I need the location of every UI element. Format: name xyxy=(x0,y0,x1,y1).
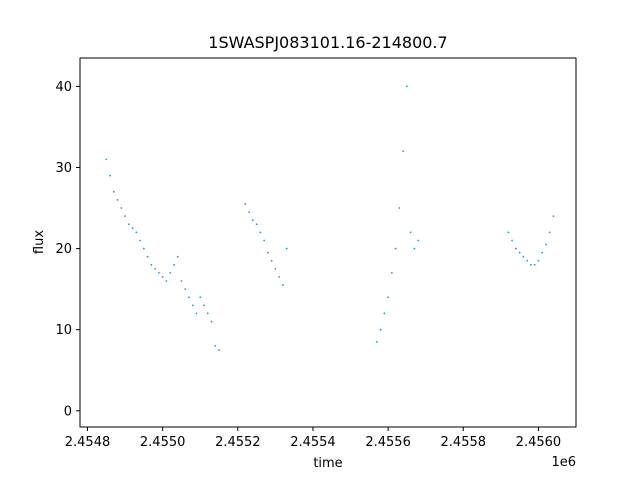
data-point xyxy=(195,312,198,315)
data-point xyxy=(218,349,220,351)
data-point xyxy=(266,251,269,254)
data-point xyxy=(248,211,250,213)
data-point xyxy=(188,296,190,299)
data-point xyxy=(105,158,108,161)
data-point xyxy=(406,85,408,88)
x-axis-label: time xyxy=(313,456,342,471)
data-point xyxy=(184,288,187,291)
data-point xyxy=(375,340,378,343)
data-point xyxy=(142,247,145,250)
data-point xyxy=(244,203,247,205)
data-point xyxy=(278,276,281,278)
data-point xyxy=(533,263,536,266)
data-point xyxy=(206,312,209,315)
data-point xyxy=(409,231,412,234)
data-point xyxy=(507,231,510,234)
plot-frame xyxy=(79,57,577,428)
data-point xyxy=(518,251,521,254)
data-point xyxy=(514,247,517,250)
data-point xyxy=(135,231,138,234)
data-point xyxy=(522,255,525,258)
data-point xyxy=(552,215,555,218)
data-point xyxy=(285,247,288,250)
data-point xyxy=(402,150,405,153)
data-point xyxy=(165,280,168,282)
data-point xyxy=(417,239,420,242)
data-point xyxy=(191,304,194,307)
data-point xyxy=(541,251,544,254)
data-point xyxy=(379,328,382,331)
data-point xyxy=(203,304,205,307)
data-point xyxy=(270,259,273,262)
x-axis-ticks: 2.4548 2.4550 2.4552 2.4554 2.4556 2.4558 2.45… xyxy=(65,427,561,450)
data-point xyxy=(259,231,262,234)
data-point xyxy=(251,219,254,222)
data-point xyxy=(390,272,393,274)
y-axis-ticks: 0 10 20 30 40 xyxy=(55,80,80,419)
data-point xyxy=(263,239,266,242)
y-tick-label: 10 xyxy=(55,323,72,338)
data-point xyxy=(282,284,284,286)
y-axis-label: flux xyxy=(32,230,47,254)
data-point xyxy=(274,267,277,270)
data-point xyxy=(161,276,164,278)
x-tick-label: 2.4554 xyxy=(290,435,336,450)
data-point xyxy=(112,190,115,193)
y-tick-label: 0 xyxy=(64,404,72,419)
x-tick-label: 2.4548 xyxy=(65,435,111,450)
data-point xyxy=(530,263,532,266)
data-point xyxy=(526,259,529,262)
data-point xyxy=(398,207,401,209)
data-point xyxy=(154,267,157,270)
data-point xyxy=(139,239,142,242)
data-point xyxy=(537,259,540,262)
data-point xyxy=(255,223,258,226)
x-tick-label: 2.4558 xyxy=(441,435,487,450)
data-point xyxy=(169,272,172,274)
y-tick-label: 30 xyxy=(55,161,72,176)
data-point xyxy=(511,239,514,242)
data-points xyxy=(105,85,555,351)
data-point xyxy=(158,272,160,274)
data-point xyxy=(413,247,416,250)
data-point xyxy=(127,223,130,226)
x-tick-label: 2.4552 xyxy=(215,435,261,450)
y-tick-label: 20 xyxy=(55,242,72,257)
data-point xyxy=(214,345,217,347)
x-tick-label: 2.4550 xyxy=(140,435,186,450)
data-point xyxy=(210,320,213,323)
data-point xyxy=(146,255,149,258)
x-tick-label: 2.4560 xyxy=(516,435,562,450)
data-point xyxy=(199,296,202,299)
data-point xyxy=(394,247,397,250)
data-point xyxy=(116,199,119,201)
data-point xyxy=(548,231,551,234)
data-point xyxy=(180,280,183,282)
data-point xyxy=(176,255,179,258)
data-point xyxy=(383,312,386,315)
data-point xyxy=(124,215,126,218)
data-point xyxy=(173,263,175,266)
data-point xyxy=(120,207,123,209)
data-point xyxy=(109,174,111,177)
data-point xyxy=(545,243,547,246)
x-offset-label: 1e6 xyxy=(551,455,576,470)
y-tick-label: 40 xyxy=(55,80,72,95)
chart-title: 1SWASPJ083101.16-214800.7 xyxy=(208,33,447,52)
data-point xyxy=(131,227,134,230)
x-tick-label: 2.4556 xyxy=(365,435,411,450)
data-point xyxy=(150,263,153,266)
data-point xyxy=(387,296,390,299)
